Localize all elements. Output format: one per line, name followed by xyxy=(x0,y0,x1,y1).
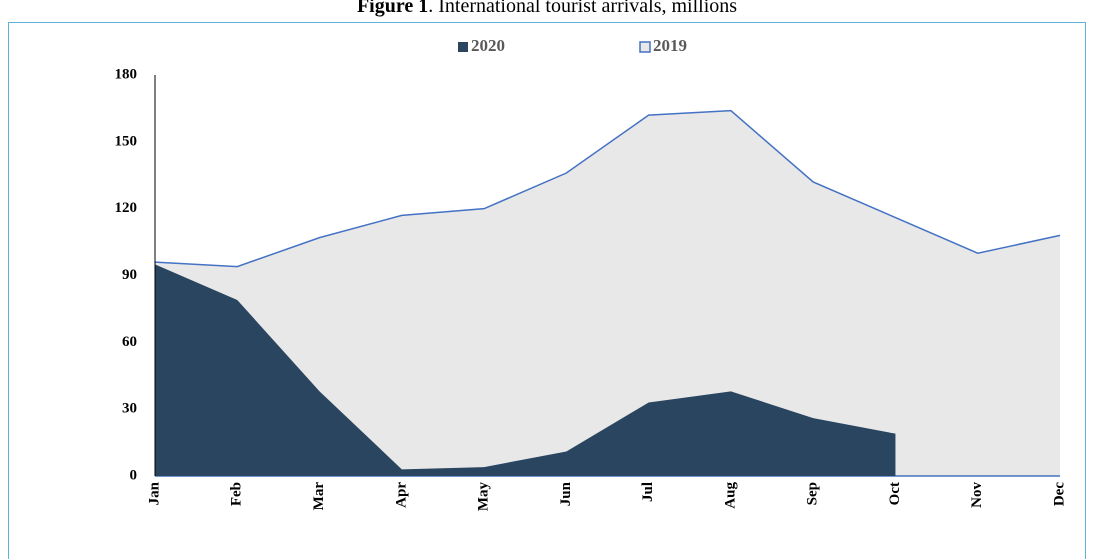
x-tick-label: Aug xyxy=(722,482,738,509)
title-bold: Figure 1 xyxy=(357,0,428,17)
area xyxy=(155,110,1060,477)
x-tick-label: Dec xyxy=(1051,482,1067,506)
x-tick-label: Jul xyxy=(640,482,656,502)
x-tick-label: Jan xyxy=(146,481,162,505)
title-rest: . International tourist arrivals, millio… xyxy=(428,0,737,17)
frame xyxy=(8,22,1086,559)
legend-label: 2020 xyxy=(471,36,505,55)
x-tick-label: Feb xyxy=(229,482,245,506)
x-tick-label: Apr xyxy=(393,482,409,508)
y-tick-label: 30 xyxy=(122,401,137,417)
x-tick-label: Jun xyxy=(558,481,574,506)
y-tick-label: 0 xyxy=(130,467,138,483)
x-tick-label: Oct xyxy=(887,482,903,505)
legend-label: 2019 xyxy=(653,36,687,55)
x-tick-label: Nov xyxy=(969,482,985,508)
legend-swatch xyxy=(458,42,468,52)
y-tick-label: 90 xyxy=(122,267,137,283)
x-tick-label: Mar xyxy=(311,482,327,511)
chart-title: Figure 1. International tourist arrivals… xyxy=(357,0,737,17)
y-tick-label: 180 xyxy=(115,66,138,82)
area xyxy=(155,264,896,476)
area-line xyxy=(154,109,1061,268)
x-tick-label: Sep xyxy=(805,482,821,505)
y-tick-label: 120 xyxy=(115,200,138,216)
legend-swatch xyxy=(639,41,651,53)
y-tick-label: 60 xyxy=(122,334,137,350)
x-tick-label: May xyxy=(476,482,492,512)
y-tick-label: 150 xyxy=(115,133,138,149)
